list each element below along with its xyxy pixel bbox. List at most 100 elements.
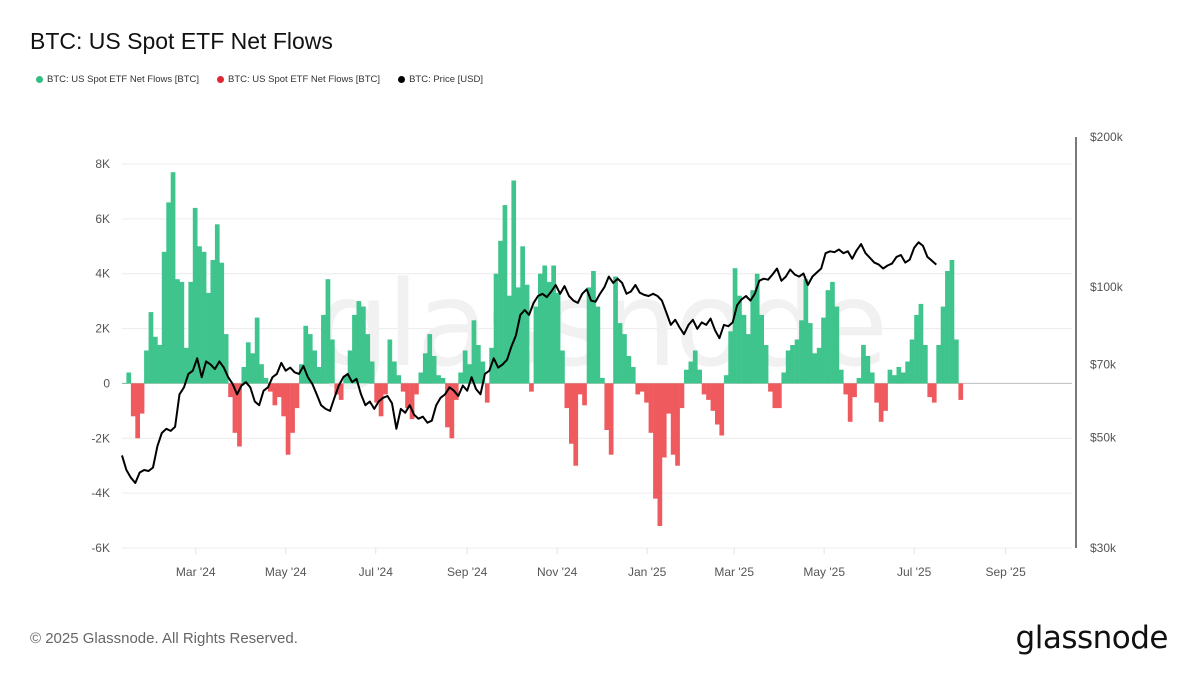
outflow-bar bbox=[661, 383, 667, 458]
inflow-bar bbox=[387, 339, 393, 384]
outflow-bar bbox=[414, 383, 419, 395]
inflow-bar bbox=[161, 251, 167, 384]
red-dot-icon bbox=[217, 76, 225, 83]
outflow-bar bbox=[582, 383, 587, 406]
outflow-bar bbox=[338, 383, 344, 400]
inflow-bar bbox=[737, 295, 742, 384]
legend: BTC: US Spot ETF Net Flows [BTC] BTC: US… bbox=[36, 74, 483, 85]
inflow-bar bbox=[524, 284, 530, 384]
outflow-bar bbox=[653, 383, 658, 499]
outflow-bar bbox=[874, 383, 879, 403]
right-axis: $200k $100k $70k $50k $30k bbox=[1075, 130, 1124, 555]
inflow-bar bbox=[166, 202, 171, 384]
inflow-bar bbox=[555, 292, 561, 384]
inflow-bar bbox=[723, 375, 729, 384]
outflow-bar bbox=[453, 383, 459, 400]
inflow-bar bbox=[157, 345, 163, 384]
inflow-bar bbox=[325, 279, 331, 384]
inflow-bar bbox=[188, 281, 194, 384]
price-line-path bbox=[121, 241, 937, 484]
inflow-bar bbox=[241, 367, 247, 384]
outflow-bar bbox=[608, 383, 614, 455]
inflow-bar bbox=[688, 361, 694, 384]
inflow-bar bbox=[462, 350, 468, 384]
inflow-bar bbox=[923, 345, 928, 384]
inflow-bar bbox=[361, 306, 366, 384]
inflow-bar bbox=[617, 323, 623, 384]
outflow-bar bbox=[268, 383, 273, 392]
inflow-bar bbox=[175, 279, 180, 384]
outflow-bar bbox=[484, 383, 490, 403]
inflow-bar bbox=[396, 375, 402, 384]
outflow-bar bbox=[232, 383, 238, 433]
black-dot-icon bbox=[398, 76, 406, 83]
outflow-bar bbox=[772, 383, 778, 409]
legend-item-price[interactable]: BTC: Price [USD] bbox=[398, 74, 483, 85]
inflow-bar bbox=[312, 350, 317, 384]
x-tick-label: Nov '24 bbox=[537, 565, 578, 579]
y-right-tick-label: $100k bbox=[1090, 280, 1124, 294]
outflow-bar bbox=[604, 383, 610, 430]
outflow-bar bbox=[715, 383, 720, 425]
inflow-bar bbox=[892, 375, 897, 384]
inflow-bar bbox=[887, 369, 893, 384]
inflow-bar bbox=[153, 336, 158, 384]
inflow-bar bbox=[586, 287, 592, 384]
inflow-bar bbox=[467, 364, 472, 384]
inflow-bar bbox=[254, 317, 260, 384]
inflow-bar bbox=[170, 172, 176, 384]
price-line bbox=[121, 241, 937, 484]
outflow-bar bbox=[577, 383, 583, 395]
outflow-bar bbox=[679, 383, 685, 409]
inflow-bar bbox=[223, 334, 229, 384]
inflow-bar bbox=[600, 377, 605, 384]
x-tick-label: Jan '25 bbox=[628, 565, 667, 579]
outflow-bar bbox=[719, 383, 725, 436]
inflow-bar bbox=[746, 334, 751, 384]
outflow-bar bbox=[675, 383, 680, 466]
inflow-bar bbox=[613, 276, 618, 384]
inflow-bar bbox=[869, 372, 875, 384]
outflow-bar bbox=[135, 383, 140, 439]
chart-title: BTC: US Spot ETF Net Flows bbox=[30, 28, 333, 54]
inflow-bar bbox=[184, 347, 189, 384]
outflow-bar bbox=[130, 383, 136, 417]
glassnode-logo: glassnode bbox=[1015, 620, 1169, 656]
outflow-bar bbox=[706, 383, 711, 400]
y-left-tick-label: 8K bbox=[95, 157, 110, 171]
x-tick-label: Mar '25 bbox=[714, 565, 754, 579]
inflow-bar bbox=[356, 301, 362, 384]
inflow-bar bbox=[785, 350, 791, 384]
legend-item-outflows[interactable]: BTC: US Spot ETF Net Flows [BTC] bbox=[217, 74, 380, 85]
inflow-bar bbox=[533, 306, 539, 384]
inflow-bar bbox=[949, 260, 955, 384]
inflow-bar bbox=[144, 350, 149, 384]
inflow-bar bbox=[192, 207, 198, 384]
inflow-bar bbox=[728, 331, 733, 384]
inflow-bar bbox=[250, 353, 255, 384]
y-left-tick-label: 0 bbox=[103, 376, 110, 390]
inflow-bar bbox=[838, 369, 844, 384]
inflow-bar bbox=[865, 356, 871, 384]
inflow-bar bbox=[219, 262, 225, 384]
inflow-bar bbox=[263, 377, 269, 384]
green-dot-icon bbox=[36, 76, 43, 83]
inflow-bar bbox=[206, 292, 211, 384]
x-axis: Mar '24 May '24 Jul '24 Sep '24 Nov '24 Jan '… bbox=[176, 548, 1026, 579]
outflow-bar bbox=[405, 383, 410, 409]
outflow-bar bbox=[710, 383, 716, 411]
inflow-bar bbox=[790, 345, 795, 384]
legend-item-inflows[interactable]: BTC: US Spot ETF Net Flows [BTC] bbox=[36, 74, 199, 85]
outflow-bar bbox=[285, 383, 291, 455]
inflow-bar bbox=[515, 287, 521, 384]
outflow-bar bbox=[648, 383, 654, 433]
inflow-bar bbox=[940, 306, 946, 384]
inflow-bar bbox=[542, 265, 548, 384]
inflow-bar bbox=[418, 372, 424, 384]
inflow-bar bbox=[476, 345, 481, 384]
inflow-bar bbox=[803, 279, 809, 384]
outflow-bar bbox=[294, 383, 300, 409]
inflow-bar bbox=[369, 361, 375, 384]
inflow-bar bbox=[741, 314, 747, 384]
y-right-tick-label: $70k bbox=[1090, 357, 1117, 371]
